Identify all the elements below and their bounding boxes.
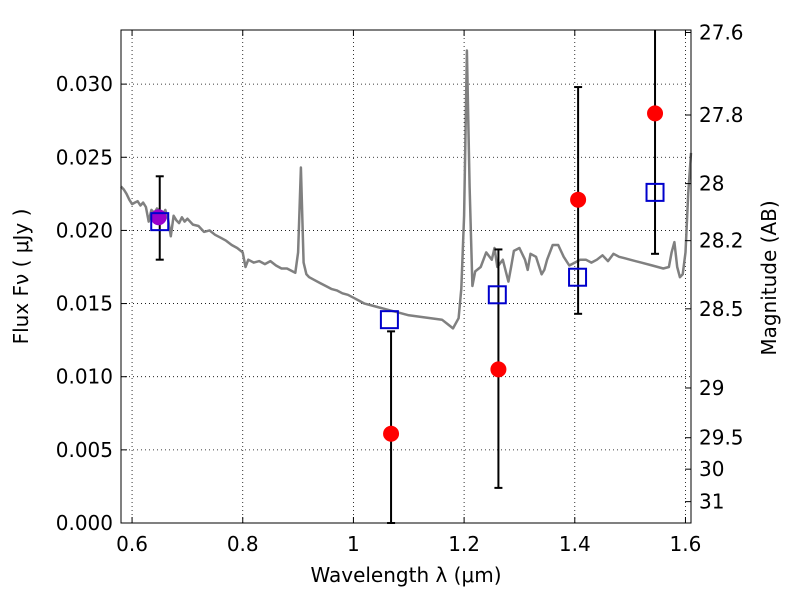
y-tick-label: 0.000	[56, 511, 113, 535]
right-tick-label: 27.6	[699, 20, 744, 44]
tick-marks	[121, 30, 691, 524]
model-flux-marker	[487, 285, 507, 305]
x-tick-label: 0.6	[116, 532, 148, 556]
y-tick-label: 0.015	[56, 292, 113, 316]
y-tick-label: 0.030	[56, 72, 113, 96]
right-tick-label: 28.2	[699, 229, 744, 253]
right-tick-label: 30	[699, 457, 724, 481]
right-tick-label: 29.5	[699, 426, 744, 450]
y-axis-label: Flux Fν ( μJy )	[9, 209, 33, 345]
x-axis-label: Wavelength λ (μm)	[310, 563, 501, 587]
model-flux-marker	[150, 212, 170, 232]
y-tick-label: 0.005	[56, 438, 113, 462]
right-axis-label: Magnitude (AB)	[757, 200, 781, 355]
y-tick-label: 0.020	[56, 218, 113, 242]
measured-flux-point	[570, 191, 587, 208]
x-tick-label: 1	[347, 532, 360, 556]
y-tick-label: 0.025	[56, 145, 113, 169]
x-tick-label: 0.8	[227, 532, 259, 556]
tick-labels: 0.6 0.8 1 1.2 1.4 1.6 0.000 0.005 0.010 0.015 0.02…	[56, 20, 744, 556]
right-tick-label: 29	[699, 376, 724, 400]
measured-flux-point	[647, 105, 664, 122]
measured-flux-point	[150, 209, 167, 226]
right-tick-label: 28	[699, 172, 724, 196]
model-flux-marker	[645, 182, 665, 202]
x-tick-label: 1.4	[559, 532, 591, 556]
right-tick-label: 27.8	[699, 103, 744, 127]
x-tick-label: 1.6	[670, 532, 702, 556]
model-flux-marker	[568, 267, 588, 287]
plot-area	[120, 30, 693, 524]
right-tick-label: 31	[699, 490, 724, 514]
model-flux-marker	[379, 310, 399, 330]
measured-flux-point	[490, 361, 507, 378]
plot-frame	[120, 29, 692, 524]
model-spectrum-line	[120, 49, 693, 330]
y-tick-label: 0.010	[56, 365, 113, 389]
measured-flux-point	[383, 425, 400, 442]
x-tick-label: 1.2	[448, 532, 480, 556]
right-tick-label: 28.5	[699, 297, 744, 321]
